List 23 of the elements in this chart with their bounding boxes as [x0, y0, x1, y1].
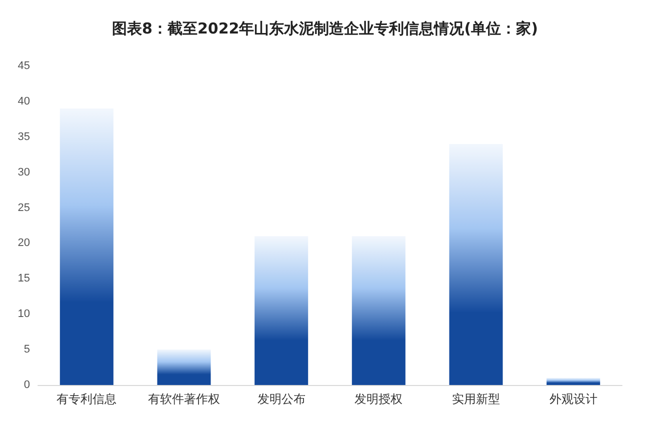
- x-tick-label: 有软件著作权: [148, 392, 220, 406]
- x-tick-label: 实用新型: [452, 392, 500, 406]
- bar: [60, 108, 114, 385]
- bar: [352, 236, 406, 385]
- bar: [157, 350, 211, 385]
- y-tick-label: 15: [18, 272, 30, 285]
- y-tick-label: 20: [18, 237, 30, 250]
- x-tick-label: 发明公布: [257, 392, 306, 406]
- y-tick-label: 30: [18, 166, 30, 178]
- x-tick-label: 发明授权: [354, 392, 403, 406]
- y-tick-label: 5: [24, 344, 30, 356]
- y-tick-label: 40: [18, 95, 30, 108]
- y-tick-label: 45: [18, 60, 30, 72]
- x-tick-label: 有专利信息: [56, 392, 117, 406]
- y-tick-label: 0: [24, 379, 30, 391]
- x-tick-label: 外观设计: [549, 392, 598, 406]
- bar: [449, 144, 503, 385]
- y-tick-label: 35: [18, 130, 30, 143]
- bar: [254, 236, 308, 385]
- y-tick-label: 25: [18, 202, 30, 214]
- bar: [546, 378, 600, 385]
- chart-title: 图表8：截至2022年山东水泥制造企业专利信息情况(单位：家): [112, 20, 538, 38]
- y-tick-label: 10: [18, 308, 30, 320]
